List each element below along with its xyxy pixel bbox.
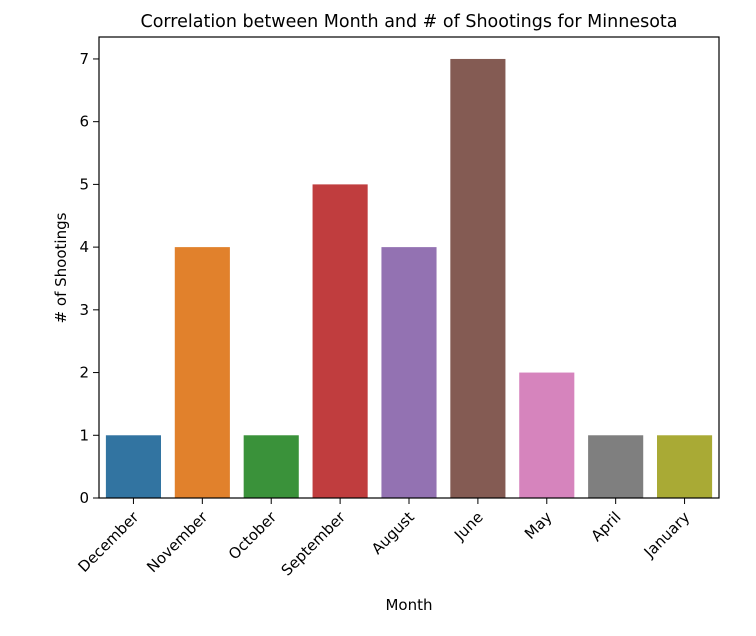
- bar-december: [105, 435, 161, 498]
- bar-november: [174, 247, 230, 498]
- y-tick-label: 3: [79, 301, 89, 319]
- chart-title: Correlation between Month and # of Shoot…: [140, 12, 677, 32]
- x-tick-label-august: August: [368, 508, 418, 558]
- bar-april: [588, 435, 644, 498]
- y-tick-label: 2: [79, 364, 89, 382]
- x-tick-label-april: April: [588, 508, 625, 545]
- x-tick-label-october: October: [225, 508, 281, 564]
- y-tick-label: 6: [79, 113, 89, 131]
- bar-june: [450, 58, 506, 498]
- y-tick-label: 4: [79, 238, 89, 256]
- bars-layer: [105, 58, 713, 498]
- bar-september: [312, 184, 368, 498]
- y-tick-label: 5: [79, 175, 89, 193]
- bar-may: [519, 372, 575, 498]
- y-tick-label: 0: [79, 489, 89, 507]
- bar-january: [657, 435, 713, 498]
- y-axis: 0 1 2 3 4 5 6 7: [79, 50, 99, 507]
- plot-frame: [98, 36, 720, 499]
- x-axis-label: Month: [385, 596, 432, 614]
- x-tick-label-january: January: [640, 508, 694, 562]
- bar-august: [381, 247, 437, 498]
- x-tick-label-may: May: [521, 508, 556, 543]
- bar-october: [243, 435, 299, 498]
- x-tick-label-june: June: [450, 508, 487, 545]
- y-tick-label: 7: [79, 50, 89, 68]
- x-tick-label-december: December: [75, 508, 143, 576]
- x-tick-label-september: September: [278, 508, 350, 580]
- y-axis-label: # of Shootings: [52, 212, 70, 323]
- y-tick-label: 1: [79, 426, 89, 444]
- x-tick-label-november: November: [143, 508, 211, 576]
